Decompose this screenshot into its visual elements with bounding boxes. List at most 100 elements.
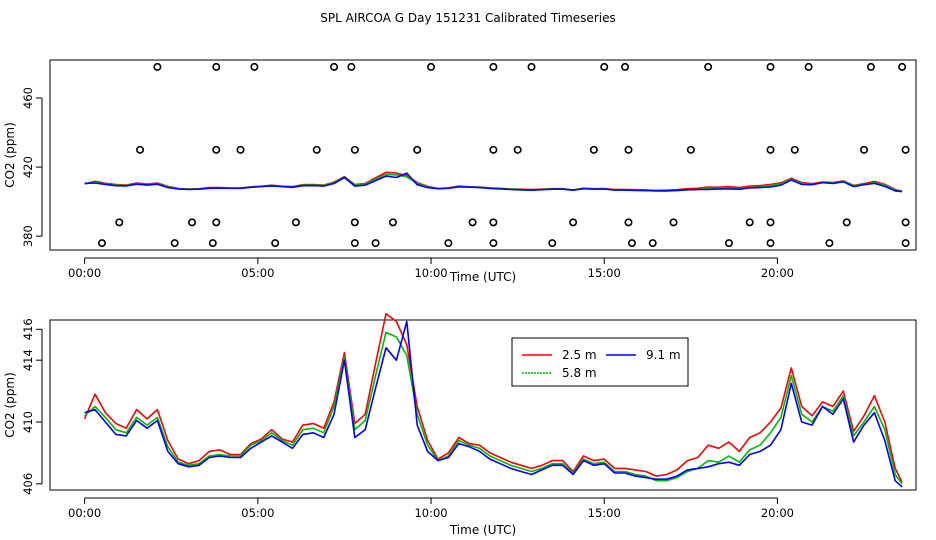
calibration-point bbox=[271, 239, 280, 248]
top-x-axis-label: Time (UTC) bbox=[449, 270, 516, 284]
calibration-point bbox=[427, 62, 436, 71]
calibration-point bbox=[898, 62, 907, 71]
calibration-point bbox=[704, 62, 713, 71]
bottom-x-axis: 00:00 05:00 10:00 15:00 20:00 bbox=[68, 497, 794, 520]
calibration-point bbox=[686, 145, 695, 154]
top-x-tick-label: 15:00 bbox=[588, 266, 621, 280]
top-x-tick-label: 20:00 bbox=[761, 266, 794, 280]
bottom-panel-frame bbox=[49, 319, 917, 491]
top-y-axis: 380 420 460 bbox=[21, 87, 43, 247]
calibration-point bbox=[350, 145, 359, 154]
top-series-lines bbox=[84, 171, 903, 193]
calibration-point bbox=[766, 145, 775, 154]
top-x-axis: 00:00 05:00 10:00 15:00 20:00 bbox=[68, 257, 794, 280]
bottom-panel: 00:00 05:00 10:00 15:00 20:00 406 410 414 416 T… bbox=[3, 312, 917, 537]
calibration-point bbox=[413, 145, 422, 154]
calibration-point bbox=[444, 239, 453, 248]
top-x-tick-label: 00:00 bbox=[68, 266, 101, 280]
top-y-tick-label: 460 bbox=[21, 87, 35, 109]
calibration-point bbox=[548, 239, 557, 248]
calibration-point bbox=[842, 218, 851, 227]
calibration-point bbox=[648, 239, 657, 248]
calibration-point bbox=[153, 62, 162, 71]
top-x-tick-label: 05:00 bbox=[241, 266, 274, 280]
calibration-point bbox=[212, 62, 221, 71]
calibration-point bbox=[513, 145, 522, 154]
calibration-point bbox=[291, 218, 300, 227]
chart-title: SPL AIRCOA G Day 151231 Calibrated Times… bbox=[320, 11, 615, 25]
bottom-line-2-5-m bbox=[83, 312, 903, 483]
top-y-tick-label: 420 bbox=[21, 156, 35, 178]
calibration-points bbox=[97, 62, 910, 248]
bottom-line-5-8-m bbox=[84, 331, 903, 485]
calibration-point bbox=[388, 218, 397, 227]
calibration-point bbox=[527, 62, 536, 71]
bottom-y-tick-label: 414 bbox=[21, 349, 35, 371]
calibration-point bbox=[804, 62, 813, 71]
calibration-point bbox=[312, 145, 321, 154]
calibration-point bbox=[600, 62, 609, 71]
calibration-point bbox=[669, 218, 678, 227]
calibration-point bbox=[624, 218, 633, 227]
calibration-point bbox=[724, 239, 733, 248]
calibration-point bbox=[97, 239, 106, 248]
bottom-series-lines bbox=[83, 312, 903, 488]
bottom-x-tick-label: 20:00 bbox=[761, 506, 794, 520]
calibration-point bbox=[624, 145, 633, 154]
calibration-point bbox=[350, 239, 359, 248]
calibration-point bbox=[621, 62, 630, 71]
calibration-point bbox=[347, 62, 356, 71]
legend: 2.5 m 9.1 m 5.8 m bbox=[511, 337, 689, 387]
legend-label-5-8m: 5.8 m bbox=[562, 366, 597, 380]
calibration-point bbox=[115, 218, 124, 227]
bottom-y-tick-label: 416 bbox=[21, 318, 35, 340]
top-x-tick-label: 10:00 bbox=[414, 266, 447, 280]
calibration-point bbox=[766, 218, 775, 227]
bottom-x-tick-label: 00:00 bbox=[68, 506, 101, 520]
calibration-point bbox=[569, 218, 578, 227]
calibration-point bbox=[170, 239, 179, 248]
calibration-point bbox=[208, 239, 217, 248]
bottom-x-tick-label: 15:00 bbox=[588, 506, 621, 520]
calibration-point bbox=[860, 145, 869, 154]
calibration-point bbox=[371, 239, 380, 248]
top-panel: 00:00 05:00 10:00 15:00 20:00 380 420 460 Time… bbox=[3, 59, 917, 284]
calibration-point bbox=[766, 62, 775, 71]
bottom-x-tick-label: 05:00 bbox=[241, 506, 274, 520]
calibration-point bbox=[350, 218, 359, 227]
calibration-point bbox=[212, 145, 221, 154]
calibration-point bbox=[489, 239, 498, 248]
bottom-y-tick-label: 410 bbox=[21, 411, 35, 433]
calibration-point bbox=[489, 145, 498, 154]
legend-label-2-5m: 2.5 m bbox=[562, 348, 597, 362]
legend-label-9-1m: 9.1 m bbox=[646, 348, 681, 362]
bottom-y-axis: 406 410 414 416 bbox=[21, 318, 43, 495]
calibration-point bbox=[136, 145, 145, 154]
calibration-point bbox=[589, 145, 598, 154]
calibration-point bbox=[866, 62, 875, 71]
bottom-y-tick-label: 406 bbox=[21, 473, 35, 495]
bottom-line-9-1-m bbox=[84, 320, 903, 488]
calibration-point bbox=[825, 239, 834, 248]
calibration-point bbox=[236, 145, 245, 154]
calibration-point bbox=[468, 218, 477, 227]
calibration-point bbox=[901, 218, 910, 227]
calibration-point bbox=[212, 218, 221, 227]
calibration-point bbox=[489, 62, 498, 71]
calibration-point bbox=[901, 239, 910, 248]
calibration-point bbox=[766, 239, 775, 248]
top-panel-frame bbox=[49, 59, 917, 251]
top-y-axis-label: CO2 (ppm) bbox=[3, 122, 17, 188]
legend-box bbox=[511, 337, 689, 387]
bottom-x-axis-label: Time (UTC) bbox=[449, 523, 516, 537]
calibration-point bbox=[790, 145, 799, 154]
bottom-y-axis-label: CO2 (ppm) bbox=[3, 372, 17, 438]
calibration-point bbox=[188, 218, 197, 227]
bottom-x-tick-label: 10:00 bbox=[414, 506, 447, 520]
calibration-point bbox=[250, 62, 259, 71]
calibration-point bbox=[627, 239, 636, 248]
calibration-point bbox=[489, 218, 498, 227]
calibration-point bbox=[901, 145, 910, 154]
calibration-point bbox=[330, 62, 339, 71]
